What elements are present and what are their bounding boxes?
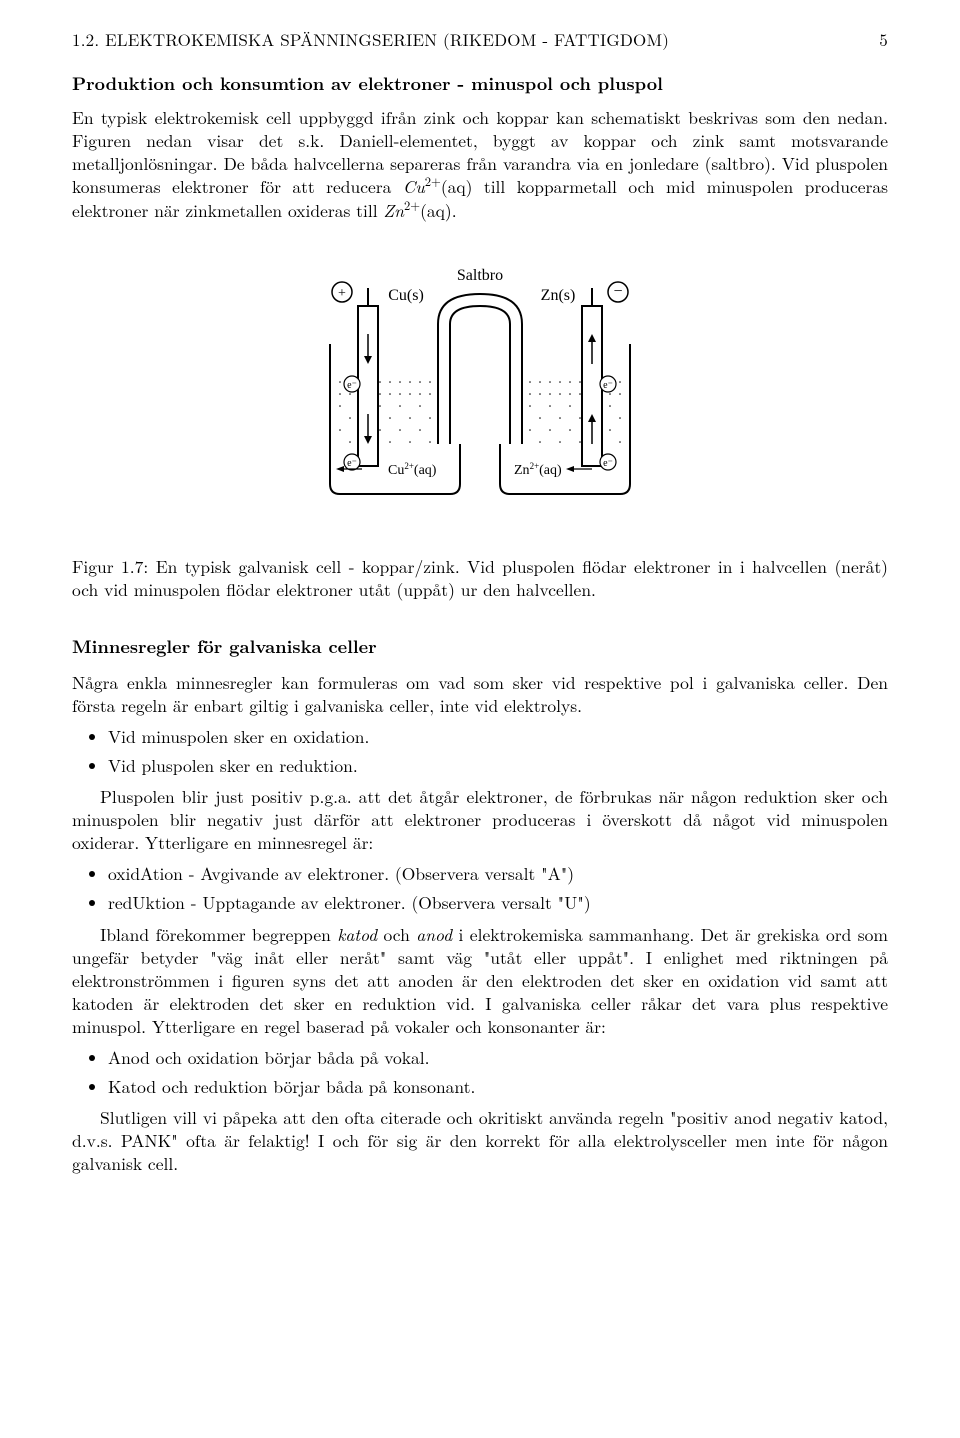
svg-text:e⁻: e⁻: [603, 458, 613, 469]
section-title-1: Produktion och konsumtion av elektroner …: [72, 72, 888, 96]
page: 1.2. ELEKTROKEMISKA SPÄNNINGSERIEN (RIKE…: [0, 0, 960, 1438]
svg-text:Cu2+(aq): Cu2+(aq): [388, 461, 437, 478]
sec2-p2: Pluspolen blir just positiv p.g.a. att d…: [72, 785, 888, 854]
li-minuspol: Vid minuspolen sker en oxidation.: [108, 725, 888, 748]
sec2-p1: Några enkla minnesregler kan formuleras …: [72, 671, 888, 717]
running-header: 1.2. ELEKTROKEMISKA SPÄNNINGSERIEN (RIKE…: [72, 28, 888, 50]
list-3: Anod och oxidation börjar båda på vokal.…: [72, 1046, 888, 1098]
diagram-svg: + − Saltbro Cu(s) Zn(s) e⁻ e⁻ e⁻ e⁻: [310, 264, 650, 504]
li-katod-konsonant: Katod och reduktion börjar båda på konso…: [108, 1075, 888, 1098]
paragraph-intro: En typisk elektrokemisk cell uppbyggd if…: [72, 106, 888, 221]
svg-text:e⁻: e⁻: [347, 380, 357, 391]
figure-daniell-cell: + − Saltbro Cu(s) Zn(s) e⁻ e⁻ e⁻ e⁻: [72, 264, 888, 509]
zn-formula: Zn2+: [383, 198, 420, 223]
term-katod: katod: [337, 922, 377, 947]
li-oxidation: oxidAtion - Avgivande av elektroner. (Ob…: [108, 862, 888, 885]
label-saltbro: Saltbro: [457, 267, 503, 284]
page-number: 5: [879, 28, 888, 50]
svg-text:−: −: [613, 283, 622, 300]
svg-text:+: +: [338, 286, 346, 301]
li-anod-vokal: Anod och oxidation börjar båda på vokal.: [108, 1046, 888, 1069]
section-title-2: Minnesregler för galvaniska celler: [72, 635, 888, 659]
svg-text:Cu(s): Cu(s): [388, 287, 424, 304]
svg-text:Zn(s): Zn(s): [541, 287, 576, 304]
header-left: 1.2. ELEKTROKEMISKA SPÄNNINGSERIEN (RIKE…: [72, 28, 669, 50]
p3a: Ibland förekommer begreppen: [100, 922, 337, 947]
svg-text:e⁻: e⁻: [347, 458, 357, 469]
svg-text:e⁻: e⁻: [603, 380, 613, 391]
li-reduktion: redUktion - Upptagande av elektroner. (O…: [108, 891, 888, 914]
li-pluspol: Vid pluspolen sker en reduktion.: [108, 754, 888, 777]
p1-c: (aq).: [420, 198, 456, 223]
list-1: Vid minuspolen sker en oxidation. Vid pl…: [72, 725, 888, 777]
svg-text:Zn2+(aq): Zn2+(aq): [514, 461, 562, 478]
figure-caption: Figur 1.7: En typisk galvanisk cell - ko…: [72, 555, 888, 601]
sec2-p4: Slutligen vill vi påpeka att den ofta ci…: [72, 1106, 888, 1175]
sec2-p3: Ibland förekommer begreppen katod och an…: [72, 923, 888, 1038]
list-2: oxidAtion - Avgivande av elektroner. (Ob…: [72, 862, 888, 914]
p3b: och: [377, 922, 416, 947]
term-anod: anod: [416, 922, 452, 947]
